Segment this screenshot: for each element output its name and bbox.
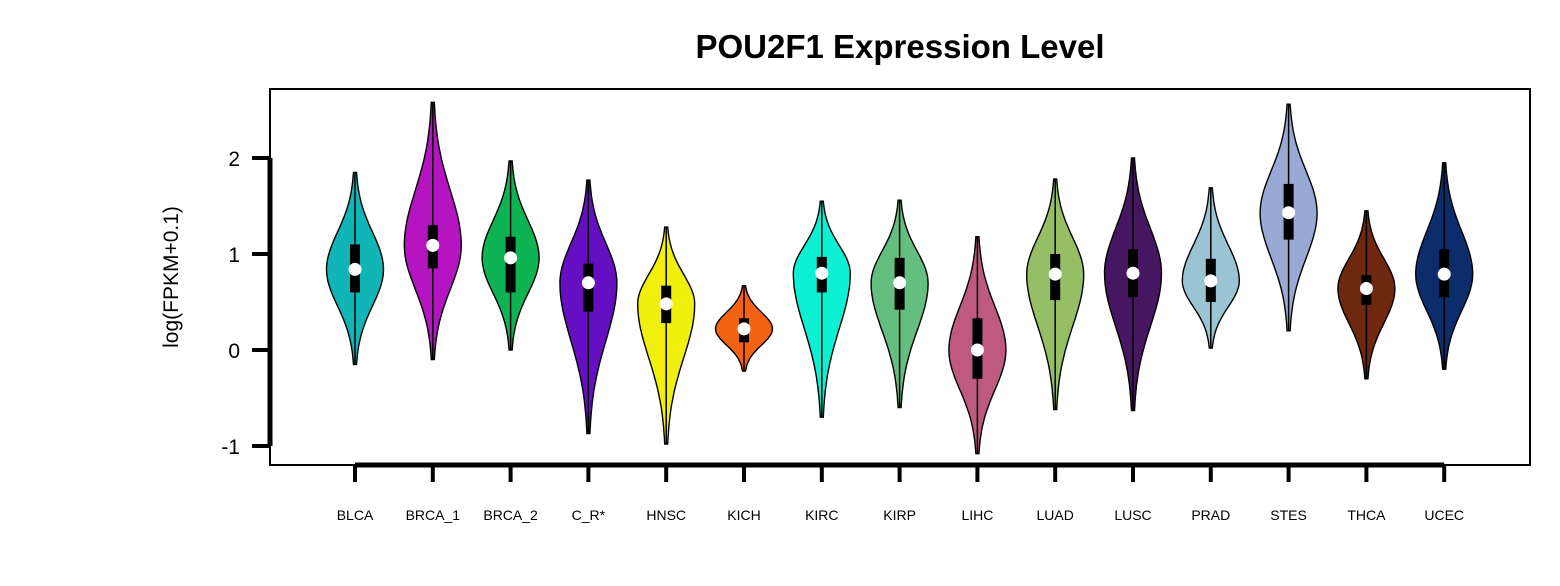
violin-c-r- <box>559 179 618 435</box>
violin-median-dot <box>1437 267 1451 281</box>
violin-luad <box>1025 178 1085 411</box>
y-axis: -1 0 1 2 <box>221 148 273 459</box>
violin-brca-1 <box>403 101 463 361</box>
violin-lihc <box>948 236 1007 455</box>
x-tick-label: LUAD <box>1037 507 1074 523</box>
x-tick-label: KIRC <box>805 507 838 523</box>
y-tick-label: -1 <box>221 436 240 459</box>
violin-median-dot <box>581 276 595 290</box>
x-tick-label: KIRP <box>883 507 916 523</box>
violin-prad <box>1181 187 1241 349</box>
violin-median-dot <box>1048 267 1062 281</box>
violin-median-dot <box>815 266 829 280</box>
x-tick-label: LUSC <box>1114 507 1151 523</box>
violin-median-dot <box>504 251 518 265</box>
violin-median-dot <box>426 238 440 252</box>
violin-kirc <box>792 200 852 418</box>
x-tick-label: BRCA_2 <box>483 507 538 523</box>
y-tick-label: 0 <box>228 340 240 363</box>
violin-blca <box>325 171 385 366</box>
violin-ucec <box>1414 162 1474 370</box>
violin-lusc <box>1103 157 1163 412</box>
violin-median-dot <box>1204 274 1218 288</box>
violin-median-dot <box>1359 282 1373 296</box>
violin-median-dot <box>1126 266 1140 280</box>
violin-thca <box>1337 210 1396 380</box>
violin-median-dot <box>659 297 673 311</box>
y-tick-label: 2 <box>228 148 240 171</box>
x-tick-label: PRAD <box>1191 507 1230 523</box>
x-tick-label: KICH <box>727 507 760 523</box>
x-tick-label: THCA <box>1347 507 1386 523</box>
violin-median-dot <box>970 343 984 357</box>
x-tick-label: HNSC <box>646 507 686 523</box>
x-tick-label: STES <box>1270 507 1307 523</box>
violin-median-dot <box>1282 206 1296 220</box>
violin-brca-2 <box>481 160 540 351</box>
x-tick-label: BRCA_1 <box>406 507 461 523</box>
y-axis-label: log(FPKM+0.1) <box>160 206 183 348</box>
x-axis: BLCA BRCA_1 BRCA_2 C_R* HNSC KICH KIRC KIRP LIHC… <box>337 462 1464 523</box>
violin-median-dot <box>893 276 907 290</box>
violin-hnsc <box>636 226 696 445</box>
violin-median-dot <box>348 262 362 276</box>
violin-median-dot <box>737 322 751 336</box>
x-tick-label: BLCA <box>337 507 374 523</box>
x-tick-label: LIHC <box>961 507 993 523</box>
violin-stes <box>1259 103 1318 332</box>
y-tick-label: 1 <box>228 244 240 267</box>
chart-title: POU2F1 Expression Level <box>695 28 1104 65</box>
violin-kirp <box>870 199 929 409</box>
violin-iqr-box <box>505 236 516 293</box>
violins-group <box>325 101 1474 455</box>
violin-kich <box>714 285 774 372</box>
x-tick-label: UCEC <box>1424 507 1464 523</box>
x-tick-label: C_R* <box>572 507 606 523</box>
